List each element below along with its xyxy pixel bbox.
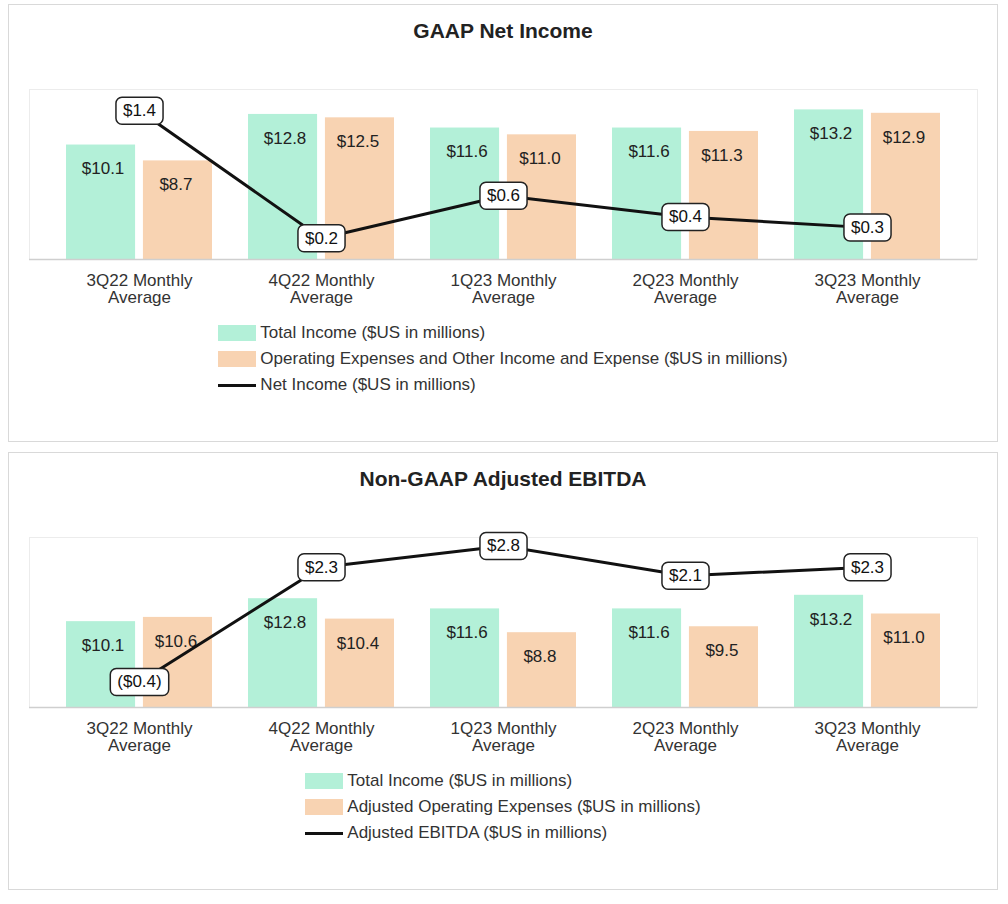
svg-text:$11.6: $11.6 [446, 623, 487, 642]
svg-text:$0.2: $0.2 [305, 229, 338, 248]
svg-text:$11.6: $11.6 [628, 623, 669, 642]
svg-text:3Q22 MonthlyAverage: 3Q22 MonthlyAverage [87, 271, 193, 307]
svg-text:$10.1: $10.1 [82, 636, 125, 655]
svg-text:$0.4: $0.4 [669, 207, 702, 226]
svg-text:1Q23 MonthlyAverage: 1Q23 MonthlyAverage [451, 271, 557, 307]
svg-text:$13.2: $13.2 [810, 610, 853, 629]
svg-text:$12.9: $12.9 [883, 128, 926, 147]
svg-text:$13.2: $13.2 [810, 124, 853, 143]
svg-text:$11.0: $11.0 [883, 628, 924, 647]
svg-text:$0.3: $0.3 [851, 218, 884, 237]
svg-text:$2.8: $2.8 [487, 536, 520, 555]
svg-text:1Q23 MonthlyAverage: 1Q23 MonthlyAverage [451, 719, 557, 755]
svg-text:$11.6: $11.6 [628, 142, 669, 161]
svg-text:$11.6: $11.6 [446, 142, 487, 161]
svg-text:$11.3: $11.3 [701, 146, 742, 165]
svg-text:$11.0: $11.0 [519, 149, 560, 168]
svg-text:2Q23 MonthlyAverage: 2Q23 MonthlyAverage [633, 271, 739, 307]
svg-text:4Q22 MonthlyAverage: 4Q22 MonthlyAverage [269, 719, 375, 755]
html-text:Operating Expenses and Other I: Operating Expenses and Other Income and … [260, 349, 788, 368]
svg-text:$8.7: $8.7 [159, 175, 192, 194]
svg-text:3Q22 MonthlyAverage: 3Q22 MonthlyAverage [87, 719, 193, 755]
svg-text:$10.4: $10.4 [337, 634, 380, 653]
svg-text:4Q22 MonthlyAverage: 4Q22 MonthlyAverage [269, 271, 375, 307]
svg-text:$12.8: $12.8 [264, 613, 307, 632]
svg-text:$12.5: $12.5 [337, 132, 380, 151]
svg-text:$0.6: $0.6 [487, 186, 520, 205]
html-text:Total Income ($US in millions): Total Income ($US in millions) [347, 771, 573, 790]
html-text:Adjusted EBITDA ($US in millio: Adjusted EBITDA ($US in millions) [347, 823, 608, 842]
svg-text:2Q23 MonthlyAverage: 2Q23 MonthlyAverage [633, 719, 739, 755]
svg-text:$10.6: $10.6 [155, 632, 198, 651]
svg-text:3Q23 MonthlyAverage: 3Q23 MonthlyAverage [815, 719, 921, 755]
svg-text:$10.1: $10.1 [82, 159, 125, 178]
svg-text:$12.8: $12.8 [264, 129, 307, 148]
svg-text:($0.4): ($0.4) [117, 672, 161, 691]
html-text:GAAP Net Income: GAAP Net Income [413, 19, 593, 42]
html-text:Non-GAAP Adjusted EBITDA: Non-GAAP Adjusted EBITDA [359, 467, 647, 490]
html-text:Total Income ($US in millions): Total Income ($US in millions) [260, 323, 486, 342]
svg-text:$9.5: $9.5 [705, 641, 738, 660]
svg-text:$8.8: $8.8 [523, 647, 556, 666]
svg-text:$2.1: $2.1 [669, 566, 702, 585]
svg-text:$2.3: $2.3 [305, 558, 338, 577]
html-text:Net Income ($US in millions): Net Income ($US in millions) [260, 375, 476, 394]
svg-text:3Q23 MonthlyAverage: 3Q23 MonthlyAverage [815, 271, 921, 307]
html-text:Adjusted Operating Expenses ($: Adjusted Operating Expenses ($US in mill… [347, 797, 701, 816]
svg-text:$1.4: $1.4 [123, 101, 156, 120]
svg-text:$2.3: $2.3 [851, 558, 884, 577]
